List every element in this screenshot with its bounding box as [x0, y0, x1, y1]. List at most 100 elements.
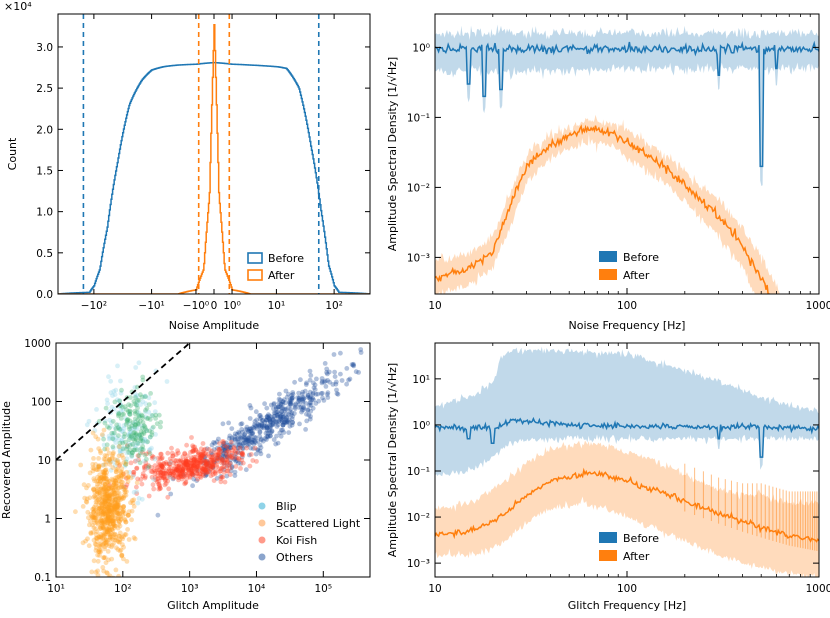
scatter-point: [98, 486, 104, 492]
legend-scattered-light-label: Scattered Light: [276, 517, 361, 530]
scatter-point: [225, 468, 231, 474]
scatter-point: [100, 510, 106, 515]
scatter-point: [224, 468, 230, 474]
scatter-point: [120, 429, 126, 434]
scatter-point: [246, 438, 252, 444]
scatter-point: [102, 468, 108, 474]
scatter-point: [313, 401, 319, 406]
scatter-point: [109, 485, 115, 491]
scatter-point: [108, 424, 113, 429]
scatter-point: [166, 466, 172, 472]
scatter-point: [124, 444, 130, 449]
scatter-point: [303, 427, 308, 432]
histogram-xtick-label: 0: [211, 300, 218, 312]
scatter-point: [104, 527, 110, 533]
scatter-point: [131, 421, 137, 427]
scatter-point: [115, 397, 120, 403]
scatter-point: [268, 424, 274, 430]
scatter-point: [116, 444, 121, 450]
scatter-point: [114, 501, 119, 507]
scatter-point: [99, 505, 105, 511]
scatter-point: [261, 423, 267, 429]
scatter-point: [116, 425, 122, 431]
scatter-point: [261, 425, 267, 431]
scatter-point: [186, 465, 191, 471]
scatter-point: [344, 366, 350, 371]
scatter-point: [149, 413, 155, 418]
scatter-point: [244, 443, 250, 448]
scatter-point: [186, 466, 192, 472]
asd-band-before: [435, 24, 819, 187]
scatter-point: [110, 482, 116, 488]
scatter-point: [259, 418, 265, 423]
scatter-point: [264, 414, 270, 419]
scatter-point: [144, 456, 149, 462]
scatter-point: [160, 464, 166, 470]
scatter-point: [218, 449, 224, 455]
scatter-point: [131, 535, 137, 541]
scatter-point: [228, 445, 234, 451]
scatter-point: [140, 420, 146, 425]
scatter-point: [195, 449, 201, 455]
scatter-point: [258, 425, 264, 431]
scatter-point: [114, 504, 120, 510]
scatter-point: [233, 458, 239, 464]
scatter-point: [117, 444, 122, 450]
scatter-point: [95, 568, 100, 574]
scatter-point: [100, 462, 106, 468]
scatter-point: [98, 525, 104, 531]
scatter-point: [141, 431, 147, 436]
scatter-point: [110, 491, 115, 496]
scatter-point: [116, 474, 122, 480]
scatter-point: [110, 477, 116, 483]
scatter-point: [114, 494, 120, 499]
noise-asd-xlabel: Noise Frequency [Hz]: [569, 319, 686, 332]
scatter-point: [101, 521, 107, 527]
scatter-point: [122, 511, 128, 517]
scatter-point: [224, 460, 230, 465]
scatter-point: [220, 439, 225, 444]
scatter-point: [239, 451, 245, 457]
scatter-point: [189, 471, 195, 476]
histogram-series-after: [58, 23, 370, 294]
scatter-point: [233, 451, 239, 457]
scatter-point: [95, 552, 100, 558]
scatter-point: [122, 493, 127, 498]
scatter-point: [92, 541, 98, 547]
scatter-point: [229, 465, 235, 470]
scatter-point: [322, 379, 327, 385]
scatter-point: [114, 461, 120, 466]
scatter-point: [178, 468, 183, 474]
scatter-point: [125, 475, 131, 481]
scatter-point: [139, 432, 145, 437]
scatter-point: [158, 424, 163, 430]
scatter-point: [119, 553, 125, 558]
scatter-point: [112, 523, 117, 528]
scatter-point: [187, 473, 193, 479]
scatter-point: [100, 512, 106, 517]
histogram-axes-frame: [57, 13, 371, 295]
scatter-point: [264, 437, 269, 442]
scatter-point: [139, 481, 145, 487]
scatter-point: [130, 450, 135, 455]
asd-band-after: [435, 440, 819, 577]
scatter-point: [250, 430, 256, 436]
scatter-point: [121, 474, 127, 479]
scatter-point: [179, 476, 185, 482]
scatter-point: [114, 467, 119, 473]
scatter-point: [116, 521, 122, 527]
scatter-point: [134, 440, 140, 446]
scatter-point: [125, 417, 131, 422]
scatter-point: [125, 527, 130, 532]
scatter-point: [96, 503, 101, 509]
scatter-point: [103, 491, 108, 497]
scatter-point: [130, 436, 136, 442]
scatter-point: [145, 465, 151, 471]
scatter-xlabel: Glitch Amplitude: [167, 599, 259, 612]
scatter-point: [141, 423, 147, 428]
scatter-point: [103, 459, 109, 465]
scatter-point: [99, 496, 105, 501]
scatter-point: [257, 416, 263, 422]
scatter-point: [124, 446, 130, 452]
scatter-point: [134, 466, 140, 471]
